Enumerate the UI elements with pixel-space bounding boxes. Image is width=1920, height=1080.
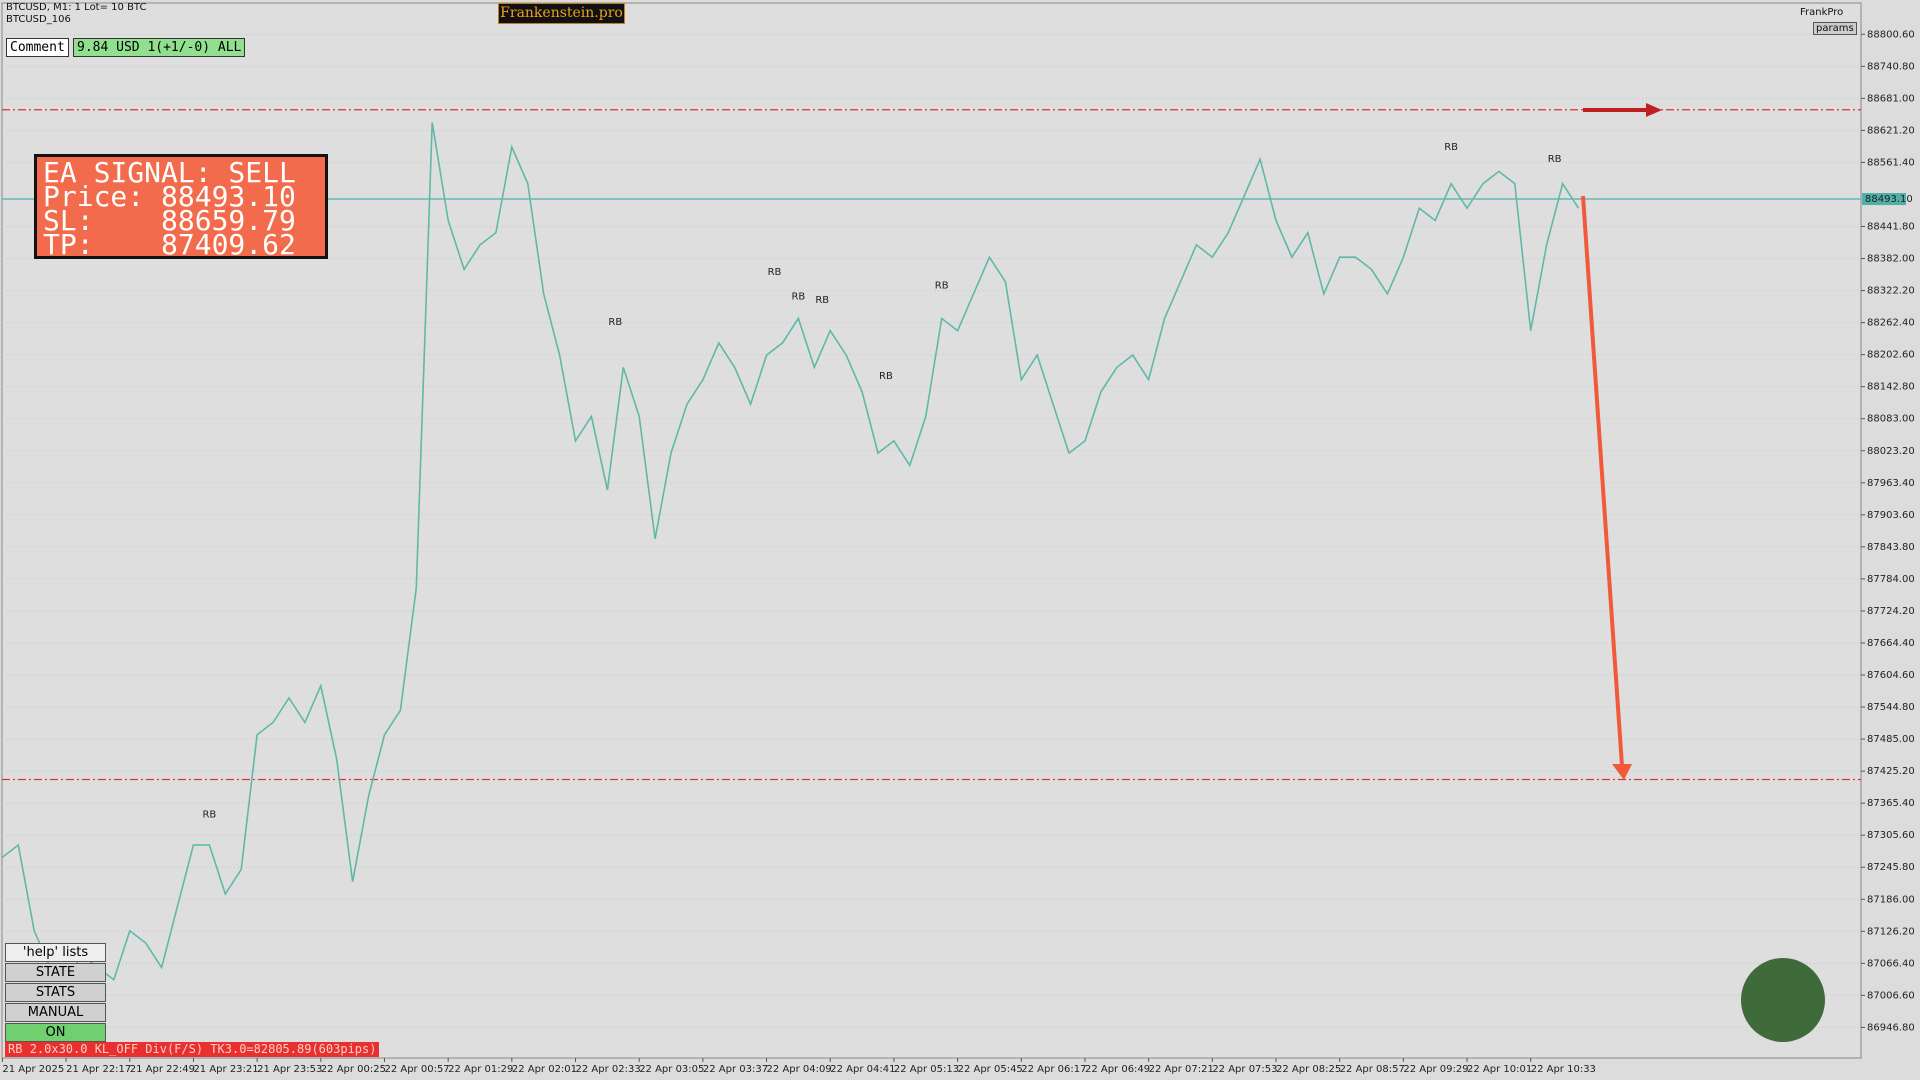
x-tick-label: 22 Apr 00:57 [384, 1064, 449, 1075]
x-tick-label: 21 Apr 22:17 [66, 1064, 131, 1075]
signal-line: TP: 87409.62 [43, 228, 296, 261]
rb-label: RB [608, 317, 622, 328]
symbol: BTCUSD, M1: 1 Lot= 10 BTC [6, 2, 147, 13]
x-tick-label: 22 Apr 06:49 [1085, 1064, 1150, 1075]
x-tick-label: 21 Apr 23:53 [257, 1064, 322, 1075]
y-tick-label: 88800.60 [1867, 29, 1915, 40]
y-tick-label: 87245.80 [1867, 862, 1915, 873]
x-tick-label: 21 Apr 23:21 [193, 1064, 258, 1075]
sell-arrow-head [1612, 764, 1632, 780]
x-tick-label: 21 Apr 2025 [2, 1064, 64, 1075]
status-text: 2.0x30.0 KL_OFF Div(F/S) TK3.0=82805.89(… [29, 1042, 377, 1056]
on-button[interactable]: ON [5, 1023, 106, 1042]
y-tick-label: 87365.40 [1867, 798, 1915, 809]
y-tick-label: 88441.80 [1867, 222, 1915, 233]
x-tick-label: 22 Apr 05:45 [958, 1064, 1023, 1075]
user: FrankPro [1800, 7, 1844, 18]
y-tick-label: 87544.80 [1867, 702, 1915, 713]
x-tick-label: 22 Apr 10:33 [1531, 1064, 1596, 1075]
y-tick-label: 87903.60 [1867, 510, 1915, 521]
sl-arrow-head [1646, 103, 1662, 117]
x-tick-label: 22 Apr 07:53 [1212, 1064, 1277, 1075]
state-button[interactable]: STATE [5, 963, 106, 982]
x-tick-label: 22 Apr 04:09 [767, 1064, 832, 1075]
x-tick-label: 22 Apr 03:37 [703, 1064, 768, 1075]
y-tick-label: 87006.60 [1867, 990, 1915, 1001]
avatar [1741, 958, 1825, 1042]
x-tick-label: 22 Apr 02:33 [576, 1064, 641, 1075]
status-tag: RB [8, 1042, 23, 1056]
rb-label: RB [815, 295, 829, 306]
y-tick-label: 87425.20 [1867, 766, 1915, 777]
help-button[interactable]: 'help' lists cmds [5, 943, 106, 977]
y-tick-label: 88740.80 [1867, 61, 1915, 72]
y-tick-label: 87664.40 [1867, 638, 1915, 649]
signal-box: EA SIGNAL: SELL Price: 88493.10 SL: 8865… [34, 154, 328, 259]
x-tick-label: 22 Apr 06:17 [1021, 1064, 1086, 1075]
rb-label: RB [879, 371, 893, 382]
status-bar: RB 2.0x30.0 KL_OFF Div(F/S) TK3.0=82805.… [5, 1042, 380, 1057]
x-tick-label: 22 Apr 07:21 [1149, 1064, 1214, 1075]
y-tick-label: 88621.20 [1867, 125, 1915, 136]
comment-label: Comment [6, 38, 69, 57]
y-tick-label: 88561.40 [1867, 157, 1915, 168]
y-tick-label: 88142.80 [1867, 382, 1915, 393]
chart-layer: 88800.60 88740.80 88681.00 88621.20 88561.40… [1, 29, 1915, 1075]
rb-label: RB [935, 280, 949, 291]
y-tick-label: 88083.00 [1867, 414, 1915, 425]
x-tick-label: 22 Apr 04:41 [830, 1064, 895, 1075]
x-tick-label: 22 Apr 02:01 [512, 1064, 577, 1075]
y-tick-label: 88202.60 [1867, 350, 1915, 361]
price-line [1, 122, 1580, 982]
rb-label: RB [791, 291, 805, 302]
y-tick-label: 87305.60 [1867, 830, 1915, 841]
y-tick-label: 88681.00 [1867, 93, 1915, 104]
y-tick-label: 87784.00 [1867, 574, 1915, 585]
y-tick-label: 87126.20 [1867, 926, 1915, 937]
y-tick-label: 87485.00 [1867, 734, 1915, 745]
x-tick-label: 22 Apr 09:29 [1403, 1064, 1468, 1075]
y-tick-label: 87066.40 [1867, 958, 1915, 969]
price-label: 88493.10 [1865, 194, 1913, 205]
stats-button[interactable]: STATS [5, 983, 106, 1002]
x-tick-label: 22 Apr 03:05 [639, 1064, 704, 1075]
rb-label: RB [202, 809, 216, 820]
rb-label: RB [768, 267, 782, 278]
x-tick-label: 21 Apr 22:49 [130, 1064, 195, 1075]
y-tick-label: 88382.00 [1867, 254, 1915, 265]
y-tick-label: 87724.20 [1867, 606, 1915, 617]
x-tick-label: 22 Apr 00:25 [321, 1064, 386, 1075]
y-tick-label: 87604.60 [1867, 670, 1915, 681]
signal-line: Price: 88493.10 [43, 180, 296, 213]
signal-line: SL: 88659.79 [43, 204, 296, 237]
y-tick-label: 88322.20 [1867, 286, 1915, 297]
y-tick-label: 86946.80 [1867, 1022, 1915, 1033]
params-button[interactable]: params [1813, 22, 1857, 35]
rb-label: RB [1444, 142, 1458, 153]
signal-line: EA SIGNAL: SELL [43, 156, 296, 189]
y-tick-label: 87843.80 [1867, 542, 1915, 553]
rb-label: RB [1548, 154, 1562, 165]
comment-text: 9.84 USD 1(+1/-0) ALL [73, 38, 246, 57]
x-tick-label: 22 Apr 08:57 [1340, 1064, 1405, 1075]
y-tick-label: 88023.20 [1867, 446, 1915, 457]
price-label-bg [1862, 193, 1906, 206]
manual-button[interactable]: MANUAL [5, 1003, 106, 1022]
x-tick-label: 22 Apr 01:29 [448, 1064, 513, 1075]
account: BTCUSD_106 [6, 14, 71, 25]
x-tick-label: 22 Apr 08:25 [1276, 1064, 1341, 1075]
y-tick-label: 87186.00 [1867, 894, 1915, 905]
brand: Frankenstein.pro [498, 3, 625, 24]
y-tick-label: 88262.40 [1867, 318, 1915, 329]
x-tick-label: 22 Apr 05:13 [894, 1064, 959, 1075]
x-tick-label: 22 Apr 10:01 [1467, 1064, 1532, 1075]
sell-arrow [1581, 195, 1624, 767]
y-tick-label: 87963.40 [1867, 478, 1915, 489]
